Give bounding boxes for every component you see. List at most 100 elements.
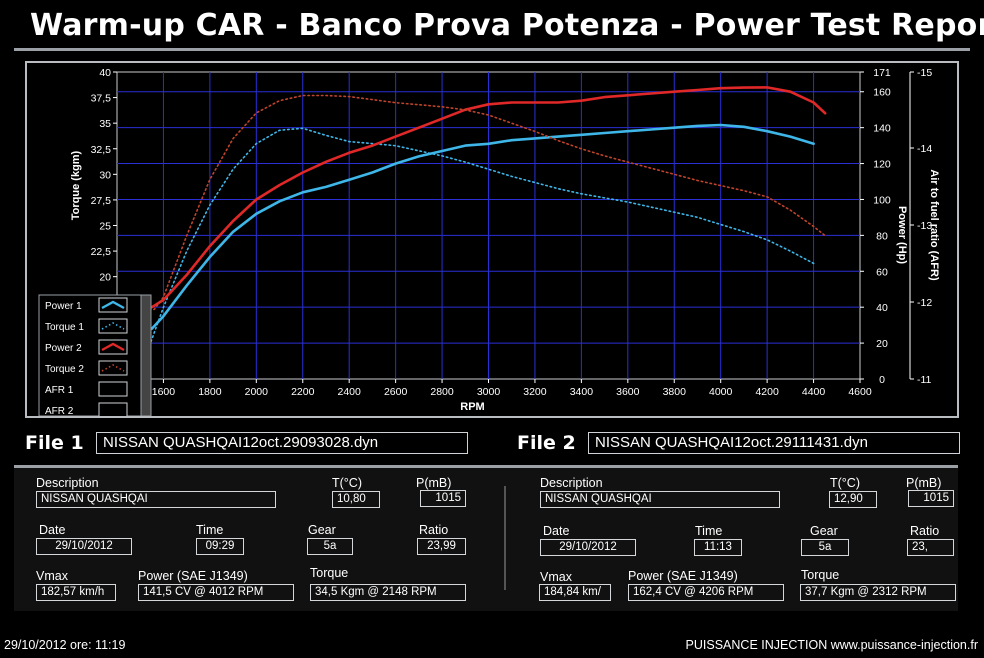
series-line-torque-2 [144, 94, 827, 311]
file2-torque-value: 37,7 Kgm @ 2312 RPM [800, 584, 956, 601]
afr-axis-label: Air to fuel ratio (AFR) [928, 169, 940, 281]
file1-gear-label: Gear [308, 523, 336, 537]
file2-torque-label: Torque [801, 568, 840, 582]
power-tick-label: 20 [876, 338, 888, 350]
x-tick-label: 2800 [430, 386, 454, 398]
power-tick-label: 60 [876, 266, 888, 278]
file2-ratio-value: 23, [907, 539, 954, 556]
torque-tick-label: 22,5 [91, 246, 112, 258]
file2-time-label: Time [695, 524, 723, 538]
legend-label: Power 2 [45, 343, 82, 354]
dyno-chart-frame: 1600 1800 2000 2200 2400 2600 2800 3000 3200 3400… [25, 61, 959, 418]
file1-time-value: 09:29 [196, 538, 244, 555]
x-tick-label: 2400 [338, 386, 362, 398]
file1-date-label: Date [39, 523, 66, 537]
file1-ratio-value: 23,99 [417, 538, 466, 555]
x-tick-label: 3400 [570, 386, 594, 398]
legend-swatch [98, 360, 128, 376]
legend-label: AFR 1 [45, 385, 74, 396]
power-axis-label: Power (Hp) [896, 206, 908, 264]
afr-tick-label: -13 [917, 220, 932, 232]
x-tick-label: 4400 [802, 386, 826, 398]
torque-tick-label: 40 [99, 67, 111, 79]
file2-vmax-label: Vmax [540, 570, 572, 584]
legend-label: AFR 2 [45, 406, 74, 416]
power-tick-label: 100 [873, 194, 891, 206]
afr-tick-label: -15 [917, 67, 932, 79]
torque-tick-label: 30 [99, 169, 111, 181]
torque-tick-label: 32,5 [91, 144, 112, 156]
file2-ratio-label: Ratio [910, 524, 940, 538]
x-tick-label: 3000 [477, 386, 501, 398]
file2-pressure-label: P(mB) [906, 476, 942, 490]
file2-date-label: Date [543, 524, 570, 538]
file1-pressure-value: 1015 [420, 490, 466, 507]
x-tick-label: 3200 [523, 386, 547, 398]
torque-tick-label: 35 [99, 118, 111, 130]
x-tick-label: 3800 [663, 386, 687, 398]
file1-description-value: NISSAN QUASHQAI [36, 491, 276, 508]
file1-power-label: Power (SAE J1349) [138, 569, 248, 583]
afr-tick-label: -11 [917, 374, 932, 386]
torque-tick-label: 37,5 [91, 93, 112, 105]
legend-marker [101, 322, 125, 330]
legend-scrollbar [140, 294, 152, 416]
power-tick-label: 120 [873, 159, 891, 171]
legend-label: Torque 1 [45, 322, 84, 333]
x-tick-label: 4000 [709, 386, 733, 398]
footer-credit: PUISSANCE INJECTION www.puissance-inject… [685, 638, 978, 652]
x-tick-label: 4200 [755, 386, 779, 398]
report-title: Warm-up CAR - Banco Prova Potenza - Powe… [30, 8, 984, 43]
legend-swatch [98, 297, 128, 313]
torque-axis-label: Torque (kgm) [70, 150, 82, 220]
torque-tick-label: 25 [99, 221, 111, 233]
x-tick-label: 2000 [245, 386, 269, 398]
file2-label: File 2 [517, 432, 576, 454]
file1-date-value: 29/10/2012 [36, 538, 132, 555]
title-divider [14, 48, 970, 51]
legend-swatch [98, 381, 128, 397]
power-tick-label: 80 [876, 230, 888, 242]
dyno-chart: 1600 1800 2000 2200 2400 2600 2800 3000 3200 3400… [38, 67, 940, 416]
file1-torque-label: Torque [310, 566, 349, 580]
file2-gear-value: 5a [801, 539, 849, 556]
file2-description-value: NISSAN QUASHQAI [540, 491, 780, 508]
file1-label: File 1 [25, 432, 84, 454]
series-line-power-2 [143, 86, 827, 311]
footer-datetime: 29/10/2012 ore: 11:19 [4, 638, 126, 652]
file1-power-value: 141,5 CV @ 4012 RPM [138, 584, 294, 601]
file2-temp-label: T(°C) [830, 476, 860, 490]
x-tick-label: 1600 [152, 386, 176, 398]
file1-temp-label: T(°C) [332, 476, 362, 490]
file1-temp-value: 10,80 [332, 491, 380, 508]
legend-marker [101, 364, 125, 372]
file2-power-label: Power (SAE J1349) [628, 569, 738, 583]
file2-pressure-value: 1015 [908, 490, 954, 507]
legend-swatch [98, 339, 128, 355]
file1-vmax-label: Vmax [36, 569, 68, 583]
file1-vmax-value: 182,57 km/h [36, 584, 116, 601]
file1-ratio-label: Ratio [419, 523, 449, 537]
panel-divider [504, 486, 506, 590]
file1-pressure-label: P(mB) [416, 476, 452, 490]
x-tick-label: 3600 [616, 386, 640, 398]
power-tick-label: 160 [873, 87, 891, 99]
series-line-torque-1 [144, 127, 815, 360]
file1-gear-value: 5a [307, 538, 353, 555]
x-tick-label: 1800 [198, 386, 222, 398]
legend-label: Power 1 [45, 301, 82, 312]
file1-filename: NISSAN QUASHQAI12oct.29093028.dyn [96, 432, 468, 454]
legend-swatch [98, 402, 128, 416]
power-tick-label: 140 [873, 123, 891, 135]
legend-label: Torque 2 [45, 364, 84, 375]
legend-swatch [98, 318, 128, 334]
x-tick-label: 4600 [848, 386, 872, 398]
legend-marker [101, 300, 125, 310]
afr-tick-label: -14 [917, 143, 932, 155]
file1-time-label: Time [196, 523, 224, 537]
torque-tick-label: 20 [99, 272, 111, 284]
power-tick-label: 171 [873, 67, 891, 79]
file2-date-value: 29/10/2012 [540, 539, 636, 556]
afr-tick-label: -12 [917, 297, 932, 309]
file1-description-label: Description [36, 476, 99, 490]
